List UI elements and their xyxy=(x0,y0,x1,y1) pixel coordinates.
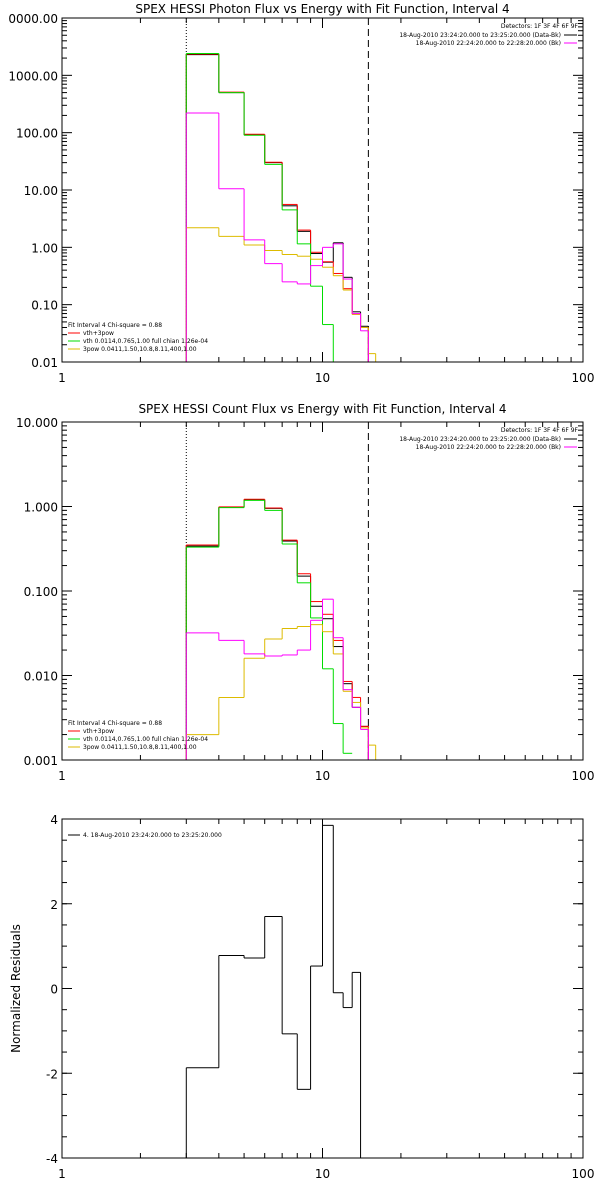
y-tick-label: 1.000 xyxy=(24,501,58,515)
series-3pow xyxy=(185,227,377,362)
x-tick-label: 1 xyxy=(58,1167,66,1181)
detectors-label: Detectors: 1F 3F 4F 6F 9F xyxy=(501,427,579,434)
plot-frame xyxy=(61,421,584,761)
legend-left-label: 4. 18-Aug-2010 23:24:20.000 to 23:25:20.… xyxy=(83,832,222,839)
y-tick-label: 0.001 xyxy=(24,754,58,768)
series-vth-3pow xyxy=(185,53,369,362)
legend-left-label: vth 0.0114,0.765,1.00 full chian 1.26e-0… xyxy=(83,736,208,743)
y-tick-label: 0.01 xyxy=(31,356,58,370)
x-tick-label: 100 xyxy=(572,769,595,783)
series-bk xyxy=(185,598,369,760)
chart-panel-2: SPEX HESSI Count Flux vs Energy with Fit… xyxy=(16,402,594,783)
plot-frame xyxy=(61,818,584,1159)
series-3pow xyxy=(185,624,377,760)
y-tick-label: 2 xyxy=(50,898,58,912)
series-bk xyxy=(185,112,369,362)
series-residuals xyxy=(185,824,369,1159)
y-tick-label: 10.00 xyxy=(24,184,58,198)
legend-right-label: 18-Aug-2010 23:24:20.000 to 23:25:20.000… xyxy=(399,436,561,443)
x-tick-label: 10 xyxy=(315,1167,330,1181)
y-tick-label: 0 xyxy=(50,983,58,997)
legend-right-label: 18-Aug-2010 22:24:20.000 to 22:28:20.000… xyxy=(416,444,561,451)
series-data-bk xyxy=(185,499,369,760)
series-data-bk xyxy=(185,54,369,362)
plot-frame xyxy=(61,17,584,363)
x-tick-label: 100 xyxy=(572,1167,595,1181)
y-tick-label: 0.100 xyxy=(24,585,58,599)
y-tick-label: 100.00 xyxy=(16,127,58,141)
chart-title: SPEX HESSI Count Flux vs Energy with Fit… xyxy=(138,402,506,416)
chart-panel-1: SPEX HESSI Photon Flux vs Energy with Fi… xyxy=(8,2,594,385)
legend-left-label: vth+3pow xyxy=(83,728,114,735)
x-tick-label: 100 xyxy=(572,371,595,385)
y-tick-label: -4 xyxy=(46,1152,58,1166)
chart-title: SPEX HESSI Photon Flux vs Energy with Fi… xyxy=(135,2,509,16)
y-axis-label: Normalized Residuals xyxy=(9,924,23,1053)
x-tick-label: 10 xyxy=(315,769,330,783)
y-tick-label: 0.10 xyxy=(31,299,58,313)
legend-left-label: vth 0.0114,0.765,1.00 full chian 1.26e-0… xyxy=(83,338,208,345)
series-vth xyxy=(185,499,353,760)
series-vth-3pow xyxy=(185,498,369,760)
legend-right-label: 18-Aug-2010 23:24:20.000 to 23:25:20.000… xyxy=(399,32,561,39)
legend-right-label: 18-Aug-2010 22:24:20.000 to 22:28:20.000… xyxy=(416,40,561,47)
y-tick-label: -2 xyxy=(46,1067,58,1081)
chart-panel-3: 1 10 100 -4 -2 0 2 4 Normalized Residuals 4. 18-A… xyxy=(9,813,594,1181)
legend-left-label: 3pow 0.0411,1.50,10.8,8.11,400,1.00 xyxy=(83,744,197,751)
y-tick-label: 1000.00 xyxy=(8,69,58,83)
x-tick-label: 1 xyxy=(58,371,66,385)
y-tick-label: 0000.00 xyxy=(8,12,58,26)
legend-left-label: Fit Interval 4 Chi-square = 0.88 xyxy=(68,322,162,329)
y-tick-label: 4 xyxy=(50,813,58,827)
detectors-label: Detectors: 1F 3F 4F 6F 9F xyxy=(501,23,579,30)
legend-left-label: 3pow 0.0411,1.50,10.8,8.11,400,1.00 xyxy=(83,346,197,353)
legend-left-label: vth+3pow xyxy=(83,330,114,337)
legend-left-label: Fit Interval 4 Chi-square = 0.88 xyxy=(68,720,162,727)
y-tick-label: 0.010 xyxy=(24,670,58,684)
x-tick-label: 1 xyxy=(58,769,66,783)
series-vth xyxy=(185,53,344,363)
y-tick-label: 1.00 xyxy=(31,241,58,255)
x-tick-label: 10 xyxy=(315,371,330,385)
y-tick-label: 10.000 xyxy=(16,416,58,430)
